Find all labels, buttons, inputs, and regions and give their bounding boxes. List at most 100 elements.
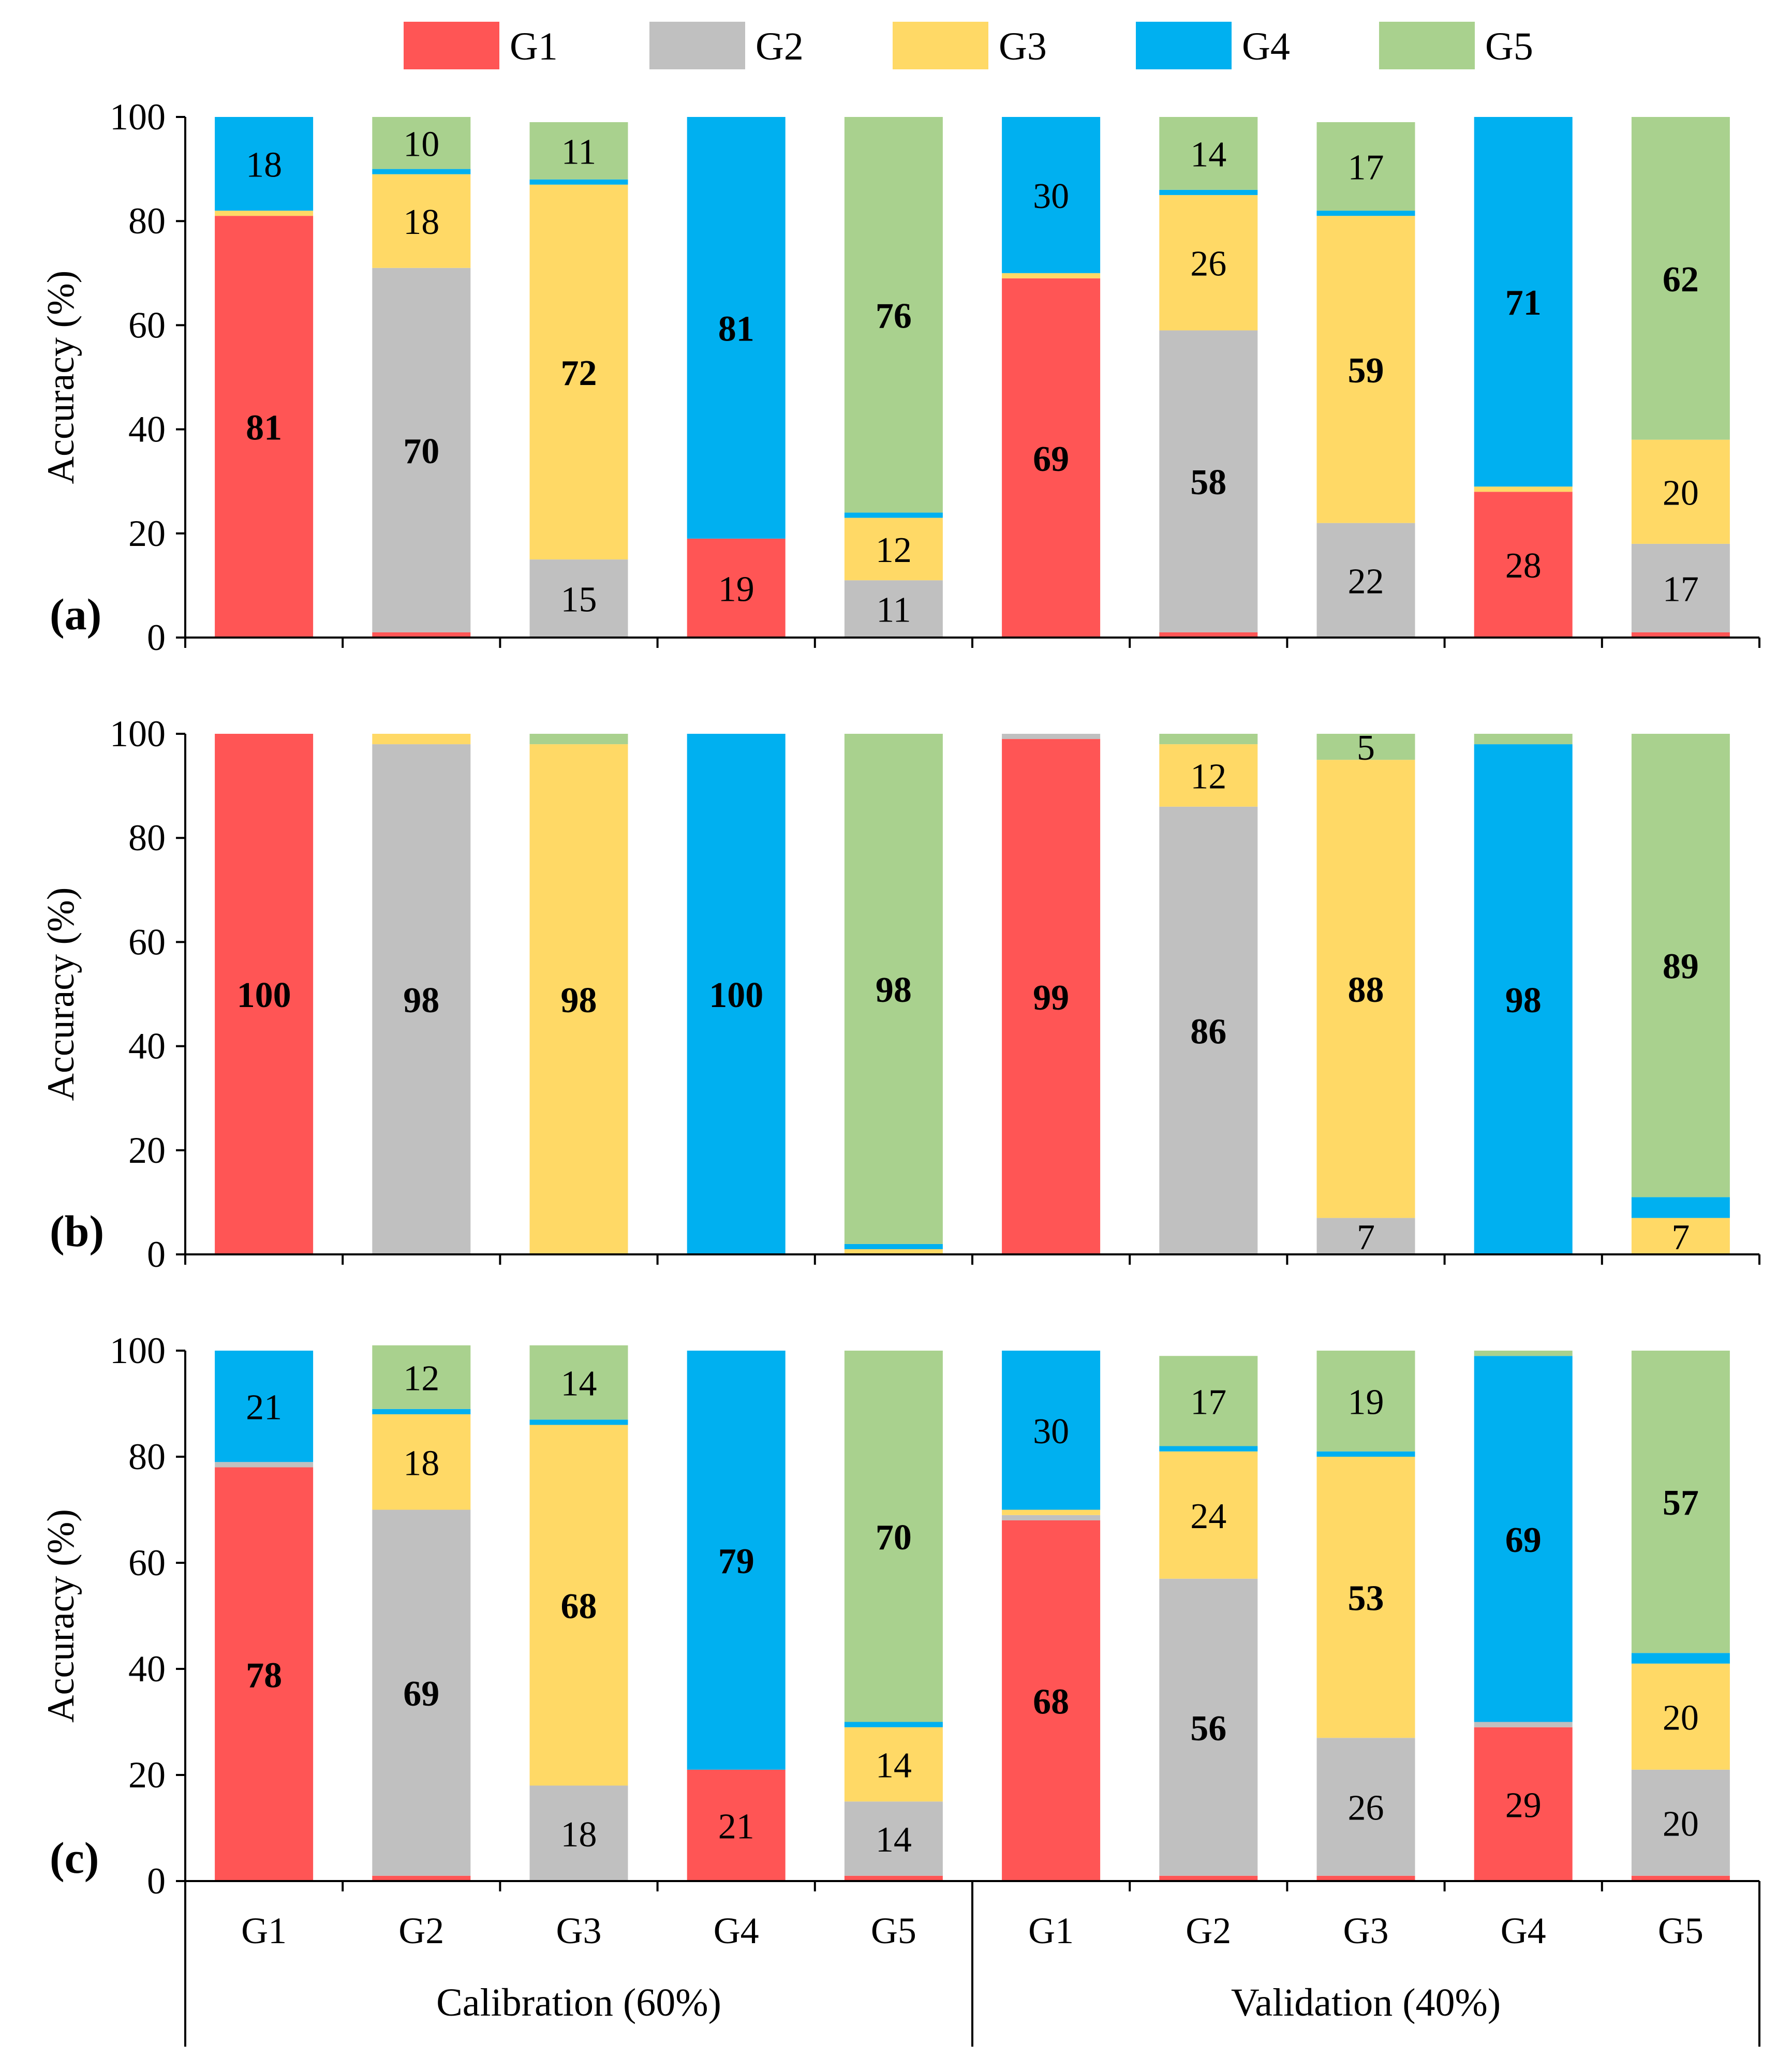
data-label: 28 bbox=[1505, 546, 1542, 586]
data-label: 5 bbox=[1357, 728, 1375, 768]
bar-segment-g1 bbox=[687, 1769, 786, 1881]
bar-segment-g5 bbox=[1474, 734, 1573, 745]
x-category-label: G2 bbox=[398, 1910, 444, 1951]
bar-segment-g1 bbox=[1631, 632, 1730, 638]
data-label: 29 bbox=[1505, 1785, 1542, 1825]
data-label: 30 bbox=[1033, 176, 1069, 216]
bar-segment-g1 bbox=[844, 1875, 943, 1881]
bar-segment-g1 bbox=[1002, 278, 1101, 638]
panel-label: (a) bbox=[50, 589, 101, 639]
bar-segment-g4 bbox=[687, 734, 786, 1254]
x-category-label: G4 bbox=[714, 1910, 759, 1951]
x-category-label: G4 bbox=[1501, 1910, 1546, 1951]
data-label: 100 bbox=[237, 975, 291, 1015]
panels: 8118701810157211198111127669305826142259… bbox=[40, 96, 1760, 1902]
bar-segment-g5 bbox=[844, 1351, 943, 1722]
bar-segment-g2 bbox=[372, 744, 471, 1254]
y-axis-title: Accuracy (%) bbox=[40, 271, 82, 484]
data-label: 19 bbox=[718, 569, 754, 609]
bar-segment-g5 bbox=[529, 1345, 628, 1420]
legend-swatch bbox=[1136, 22, 1232, 69]
y-tick-label: 100 bbox=[110, 713, 166, 754]
legend-swatch bbox=[404, 22, 499, 69]
y-tick-label: 80 bbox=[128, 1436, 166, 1477]
bar-segment-g5 bbox=[844, 734, 943, 1244]
bar-segment-g2 bbox=[1316, 523, 1415, 638]
bar-segment-g3 bbox=[844, 1727, 943, 1802]
legend-label: G1 bbox=[510, 25, 558, 68]
data-label: 86 bbox=[1190, 1012, 1226, 1052]
data-label: 20 bbox=[1663, 1804, 1699, 1844]
bar-segment-g2 bbox=[1631, 543, 1730, 632]
legend-swatch bbox=[893, 22, 988, 69]
bar-segment-g4 bbox=[844, 1244, 943, 1249]
data-label: 17 bbox=[1663, 569, 1699, 609]
bar-segment-g3 bbox=[1631, 439, 1730, 544]
legend-label: G4 bbox=[1242, 25, 1290, 68]
data-label: 98 bbox=[403, 981, 439, 1020]
y-tick-label: 20 bbox=[128, 1754, 166, 1796]
y-tick-label: 80 bbox=[128, 200, 166, 242]
bar-segment-g4 bbox=[215, 117, 314, 211]
data-label: 26 bbox=[1190, 244, 1226, 284]
data-label: 24 bbox=[1190, 1497, 1226, 1536]
calibration-group-label: Calibration (60%) bbox=[436, 1981, 721, 2024]
y-tick-label: 100 bbox=[110, 1330, 166, 1371]
y-tick-label: 0 bbox=[147, 617, 166, 658]
bar-segment-g4 bbox=[372, 1409, 471, 1414]
data-label: 12 bbox=[403, 1358, 439, 1398]
bar-segment-g4 bbox=[529, 1419, 628, 1425]
bar-segment-g2 bbox=[529, 1785, 628, 1881]
data-label: 18 bbox=[403, 1443, 439, 1483]
bar-segment-g2 bbox=[844, 1801, 943, 1876]
data-label: 69 bbox=[403, 1674, 439, 1714]
data-label: 20 bbox=[1663, 473, 1699, 513]
bar-segment-g4 bbox=[687, 117, 786, 539]
bar-segment-g4 bbox=[215, 1351, 314, 1462]
legend-item-g2: G2 bbox=[649, 22, 804, 69]
bar-segment-g3 bbox=[1631, 1663, 1730, 1770]
data-label: 21 bbox=[246, 1388, 282, 1428]
bar-segment-g3 bbox=[529, 184, 628, 560]
data-label: 11 bbox=[561, 132, 596, 172]
legend: G1 G2 G3 G4 G5 bbox=[404, 22, 1533, 69]
x-category-label: G5 bbox=[1658, 1910, 1704, 1951]
bar-segment-g3 bbox=[844, 517, 943, 581]
bar-segment-g2 bbox=[844, 580, 943, 638]
bar-segment-g1 bbox=[1474, 1727, 1573, 1881]
bar-segment-g4 bbox=[1159, 1446, 1258, 1452]
bar-segment-g3 bbox=[1316, 760, 1415, 1218]
data-label: 69 bbox=[1033, 439, 1069, 479]
bar-segment-g4 bbox=[1631, 1197, 1730, 1218]
data-label: 14 bbox=[876, 1746, 912, 1786]
y-tick-label: 20 bbox=[128, 1130, 166, 1171]
bar-segment-g2 bbox=[372, 1510, 471, 1876]
bar-segment-g2 bbox=[372, 268, 471, 632]
bar-segment-g4 bbox=[1002, 1351, 1101, 1510]
data-label: 53 bbox=[1348, 1579, 1384, 1619]
bar-segment-g4 bbox=[1474, 1356, 1573, 1722]
data-label: 68 bbox=[1033, 1682, 1069, 1722]
bar-segment-g1 bbox=[1002, 739, 1101, 1254]
bar-segment-g1 bbox=[1159, 1875, 1258, 1881]
bar-segment-g4 bbox=[844, 512, 943, 518]
bar-segment-g5 bbox=[372, 1345, 471, 1409]
bar-segment-g5 bbox=[1159, 734, 1258, 745]
bar-segment-g2 bbox=[1002, 1515, 1101, 1520]
group-axis: G1 G2 G3 G4 G5 G1 G2 G3 G4 G5 Calibration (60%) Val… bbox=[184, 1881, 1760, 2047]
data-label: 7 bbox=[1357, 1218, 1375, 1257]
bar-segment-g1 bbox=[215, 216, 314, 638]
legend-item-g4: G4 bbox=[1136, 22, 1290, 69]
y-axis-title: Accuracy (%) bbox=[40, 887, 82, 1101]
y-tick-label: 40 bbox=[128, 1648, 166, 1690]
bar-segment-g5 bbox=[529, 734, 628, 745]
bar-segment-g3 bbox=[1002, 1510, 1101, 1515]
bar-segment-g2 bbox=[215, 1462, 314, 1468]
bar-segment-g1 bbox=[1316, 1875, 1415, 1881]
x-category-label: G3 bbox=[556, 1910, 602, 1951]
data-label: 58 bbox=[1190, 463, 1226, 502]
y-tick-label: 100 bbox=[110, 96, 166, 138]
data-label: 26 bbox=[1348, 1788, 1384, 1828]
bars: 100 98 98 100 98 99 86 12 7 88 5 98 7 89 bbox=[215, 728, 1730, 1257]
